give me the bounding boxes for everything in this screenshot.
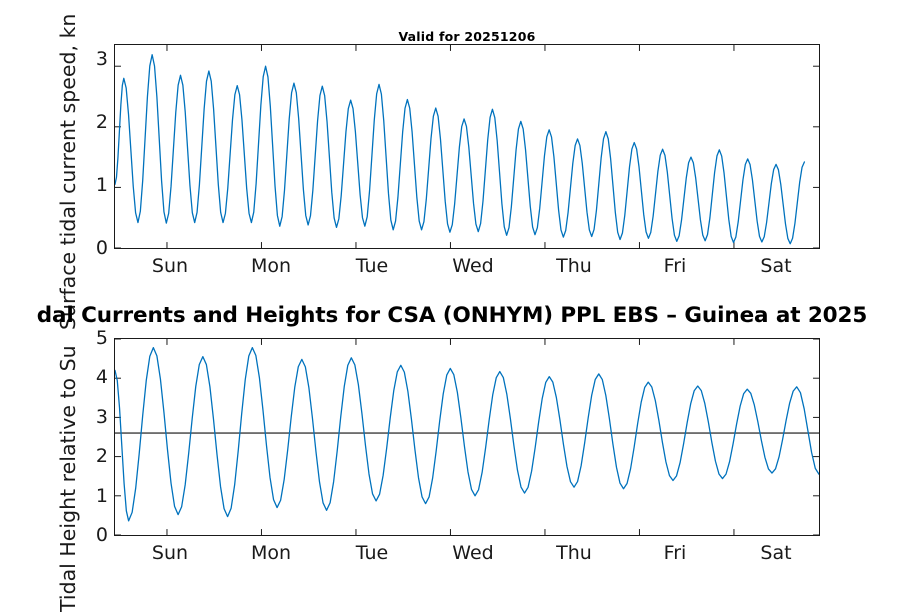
- bottom-ytick-5: 5: [95, 327, 108, 349]
- top-ytick-3: 3: [95, 48, 108, 70]
- page-title: dal Currents and Heights for CSA (ONHYM)…: [36, 303, 868, 328]
- bottom-xtick-thu: Thu: [556, 542, 592, 564]
- bottom-xtick-sat: Sat: [760, 542, 792, 564]
- top-xtick-thu: Thu: [556, 255, 592, 277]
- bottom-ytick-2: 2: [95, 445, 108, 467]
- bottom-xtick-mon: Mon: [250, 542, 292, 564]
- bottom-ytick-4: 4: [95, 366, 108, 388]
- bottom-ytick-3: 3: [95, 406, 108, 428]
- top-xtick-tue: Tue: [355, 255, 389, 277]
- top-plot-area: [114, 44, 820, 249]
- top-panel-subtitle: Valid for 20251206: [398, 29, 536, 44]
- top-ytick-1: 1: [95, 174, 108, 196]
- bottom-xtick-tue: Tue: [355, 542, 389, 564]
- bottom-xtick-sun: Sun: [151, 542, 189, 564]
- top-ytick-2: 2: [95, 111, 108, 133]
- bottom-panel-y-axis-label: Tidal Height relative to Su: [56, 345, 80, 612]
- top-xtick-sun: Sun: [151, 255, 189, 277]
- bottom-xtick-fri: Fri: [663, 542, 687, 564]
- top-ytick-0: 0: [95, 237, 108, 259]
- bottom-ytick-1: 1: [95, 485, 108, 507]
- top-xtick-sat: Sat: [760, 255, 792, 277]
- bottom-plot-svg: [115, 339, 819, 535]
- bottom-plot-area: [114, 338, 820, 536]
- top-xtick-wed: Wed: [452, 255, 494, 277]
- top-plot-svg: [115, 45, 819, 248]
- bottom-xtick-wed: Wed: [452, 542, 494, 564]
- top-panel-y-axis-label: Surface tidal current speed, kn: [56, 13, 80, 330]
- top-xtick-mon: Mon: [250, 255, 292, 277]
- top-xtick-fri: Fri: [663, 255, 687, 277]
- bottom-ytick-0: 0: [95, 524, 108, 546]
